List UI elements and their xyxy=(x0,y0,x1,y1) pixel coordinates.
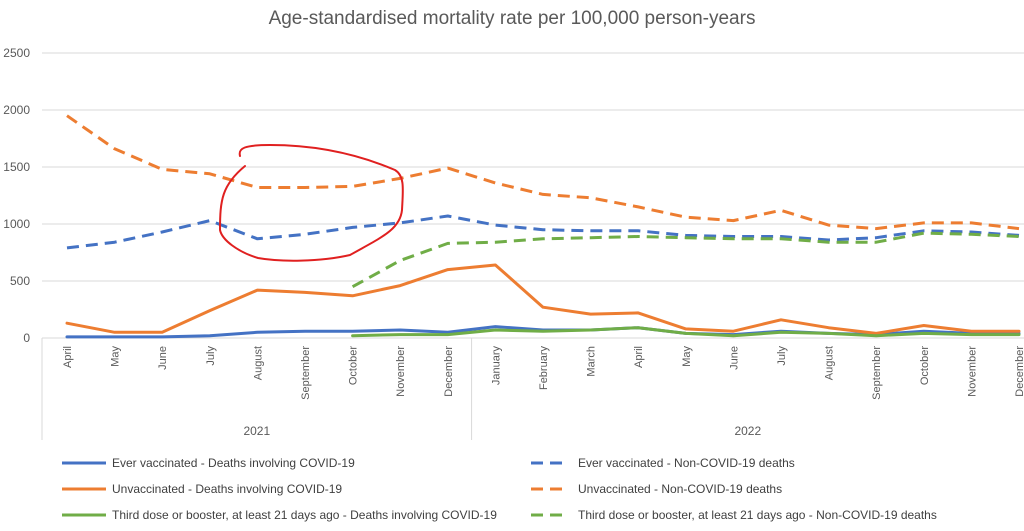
annotation-circle xyxy=(218,143,404,262)
grid-lines xyxy=(42,52,1024,339)
x-tick-label: November xyxy=(395,346,407,397)
y-tick-label: 0 xyxy=(23,331,30,345)
x-tick-label: September xyxy=(871,346,883,400)
x-tick-label: August xyxy=(824,346,836,380)
y-axis-ticks: 0 500 1000 1500 2000 2500 xyxy=(3,46,30,345)
y-tick-label: 1500 xyxy=(3,160,30,174)
x-tick-label: July xyxy=(205,346,217,366)
legend-label: Unvaccinated - Deaths involving COVID-19 xyxy=(112,482,342,496)
x-tick-label: October xyxy=(919,346,931,385)
legend-label: Ever vaccinated - Deaths involving COVID… xyxy=(112,456,355,470)
year-label: 2021 xyxy=(243,424,270,438)
x-tick-label: August xyxy=(252,346,264,380)
legend-label: Ever vaccinated - Non-COVID-19 deaths xyxy=(578,456,795,470)
legend: Ever vaccinated - Deaths involving COVID… xyxy=(62,456,937,522)
series-line-4 xyxy=(66,114,1020,231)
y-tick-label: 500 xyxy=(10,274,30,288)
x-tick-label: June xyxy=(157,346,169,370)
legend-label: Third dose or booster, at least 21 days … xyxy=(112,508,497,522)
x-tick-label: February xyxy=(538,346,550,391)
x-tick-label: September xyxy=(300,346,312,400)
y-tick-label: 2000 xyxy=(3,103,30,117)
y-tick-label: 2500 xyxy=(3,46,30,60)
x-tick-label: October xyxy=(348,346,360,385)
year-label: 2022 xyxy=(734,424,761,438)
chart-title: Age-standardised mortality rate per 100,… xyxy=(269,8,756,29)
series-line-2 xyxy=(351,326,1021,338)
x-tick-label: November xyxy=(966,346,978,397)
x-tick-label: April xyxy=(633,346,645,368)
x-tick-label: December xyxy=(443,346,455,397)
x-axis: April May June July August September October No… xyxy=(41,338,1024,440)
x-tick-label: January xyxy=(490,346,502,386)
x-tick-label: May xyxy=(110,346,122,367)
series-line-5 xyxy=(351,231,1020,289)
series-lines xyxy=(65,114,1021,339)
x-tick-label: December xyxy=(1014,346,1024,397)
x-tick-label: May xyxy=(681,346,693,367)
series-line-3 xyxy=(66,214,1020,250)
legend-label: Unvaccinated - Non-COVID-19 deaths xyxy=(578,482,782,496)
series-line-1 xyxy=(65,263,1021,335)
red-annotation-circle xyxy=(218,143,404,262)
x-tick-label: March xyxy=(586,346,598,377)
x-tick-label: June xyxy=(728,346,740,370)
x-tick-label: July xyxy=(776,346,788,366)
legend-label: Third dose or booster, at least 21 days … xyxy=(578,508,937,522)
y-tick-label: 1000 xyxy=(3,217,30,231)
x-tick-label: April xyxy=(62,346,74,368)
